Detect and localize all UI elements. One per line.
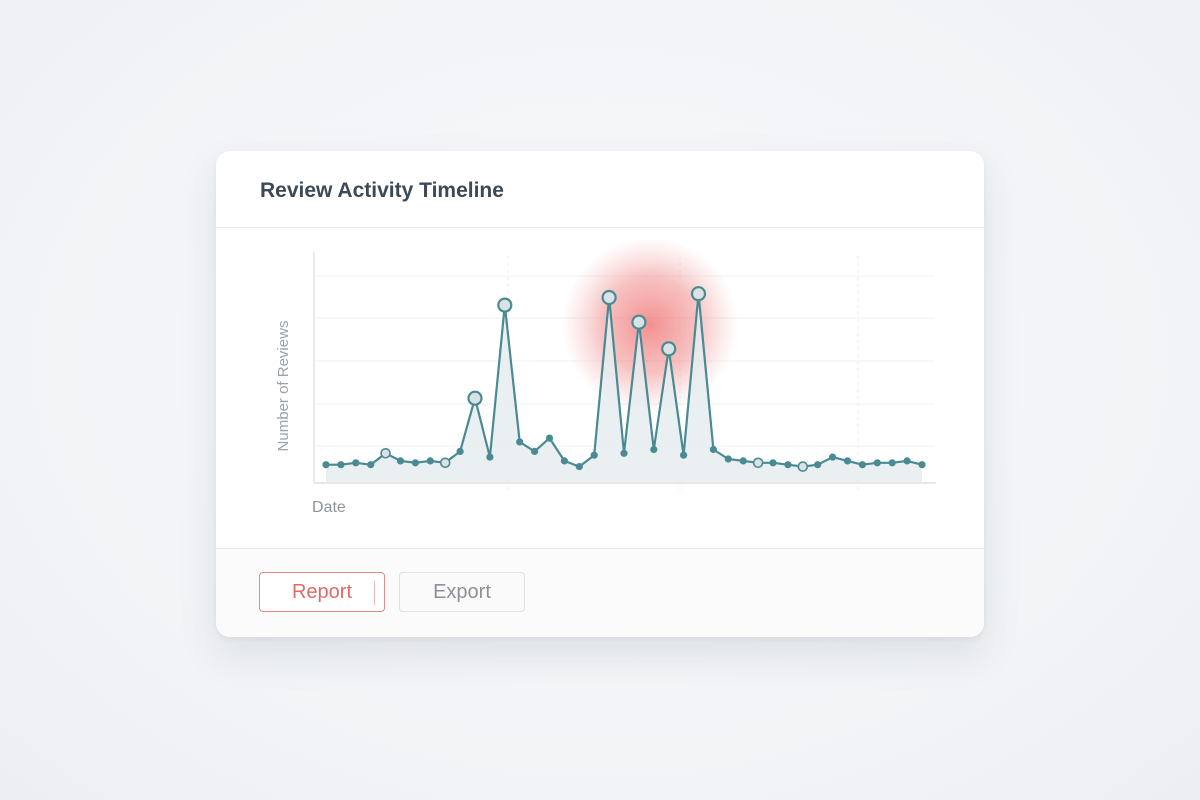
data-point — [486, 453, 494, 461]
review-timeline-chart: Number of Reviews Date — [216, 228, 984, 548]
data-point — [814, 461, 822, 469]
report-button-label: Report — [291, 580, 353, 603]
report-button-divider — [374, 581, 375, 605]
data-point — [709, 445, 717, 454]
data-point — [631, 314, 647, 330]
data-point — [352, 459, 360, 467]
data-point — [531, 447, 539, 455]
data-point — [918, 461, 926, 469]
data-point — [516, 438, 524, 446]
card-title: Review Activity Timeline — [260, 179, 504, 202]
data-point — [829, 453, 837, 461]
chart-canvas: Number of Reviews Date — [275, 237, 936, 516]
data-point — [380, 448, 391, 459]
data-point — [797, 461, 809, 472]
data-point — [601, 289, 617, 306]
data-point — [396, 457, 405, 465]
data-point — [411, 459, 419, 467]
data-point — [752, 457, 764, 469]
data-point — [367, 461, 375, 469]
report-button[interactable]: Report — [259, 572, 385, 612]
data-point — [467, 390, 483, 406]
data-point — [873, 459, 881, 467]
data-point — [426, 457, 434, 465]
data-point — [575, 463, 583, 471]
series-points — [322, 286, 926, 472]
data-point — [560, 457, 568, 465]
export-button[interactable]: Export — [399, 572, 525, 612]
data-point — [769, 459, 777, 467]
export-button-label: Export — [433, 580, 491, 603]
data-point — [784, 461, 792, 469]
data-point — [903, 457, 911, 465]
anomaly-highlight — [562, 237, 738, 413]
review-activity-card: Review Activity Timeline Number of Revie… — [216, 151, 984, 637]
data-point — [739, 457, 747, 465]
data-point — [322, 461, 330, 469]
data-point — [650, 445, 658, 454]
data-point — [690, 286, 707, 302]
data-point — [843, 457, 852, 465]
data-point — [456, 447, 464, 455]
data-point — [620, 449, 628, 457]
data-point — [497, 297, 513, 313]
data-point — [888, 459, 896, 467]
y-axis-label: Number of Reviews — [275, 321, 292, 452]
card-header: Review Activity Timeline — [216, 151, 984, 228]
data-point — [590, 451, 598, 459]
data-point — [680, 451, 688, 459]
data-point — [545, 434, 554, 442]
data-point — [439, 457, 451, 469]
data-point — [661, 341, 677, 357]
series-area — [326, 293, 922, 482]
data-point — [724, 455, 732, 463]
data-point — [858, 461, 867, 469]
data-point — [337, 461, 345, 469]
card-footer: Report Export — [216, 548, 984, 637]
x-axis-label: Date — [312, 499, 346, 516]
